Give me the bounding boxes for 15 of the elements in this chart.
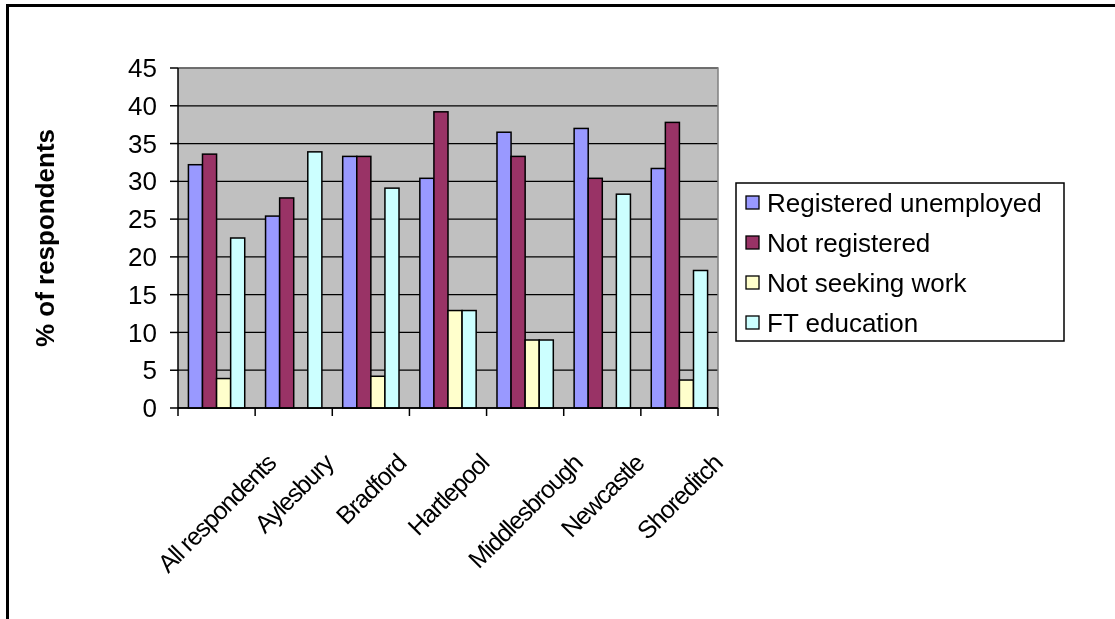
legend-label: Registered unemployed [767,188,1042,219]
y-tick-label: 20 [128,241,157,272]
y-tick-label: 10 [128,317,157,348]
y-axis-title: % of respondents [30,128,60,348]
y-tick-label: 30 [128,166,157,197]
legend-label: Not seeking work [767,268,968,299]
legend-label: FT education [767,308,919,339]
y-tick-label: 25 [128,204,157,235]
y-tick-label: 15 [128,279,157,310]
y-tick-label: 5 [142,355,157,386]
y-tick-label: 35 [128,128,157,159]
y-tick-label: 45 [128,53,157,84]
legend-label: Not registered [767,228,931,259]
y-tick-label: 0 [142,393,157,424]
y-tick-label: 40 [128,90,157,121]
